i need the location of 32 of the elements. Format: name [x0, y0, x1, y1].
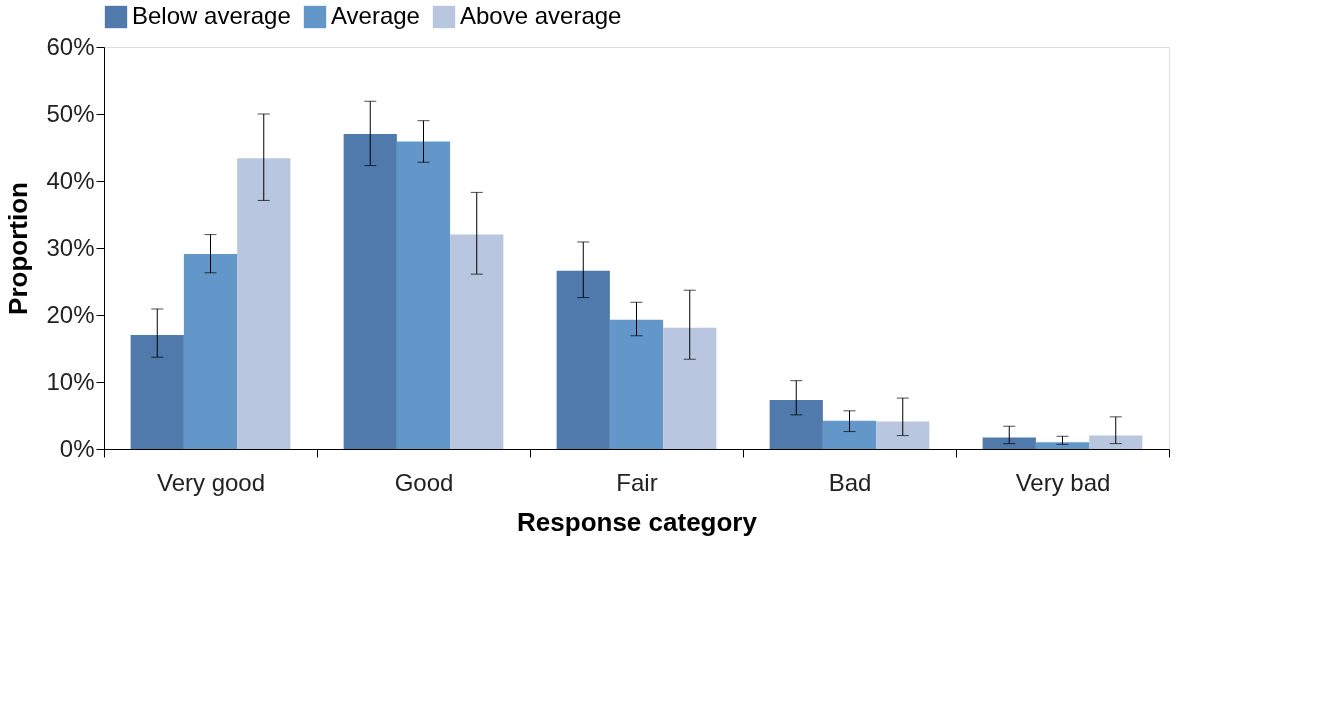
- y-tick-label: 30%: [46, 233, 95, 261]
- x-tick-label: Very bad: [1015, 468, 1111, 496]
- bar: [130, 335, 184, 449]
- x-tick-label: Bad: [828, 468, 872, 496]
- bar: [982, 437, 1036, 449]
- y-tick-label: 50%: [46, 99, 95, 127]
- y-tick-label: 10%: [46, 367, 95, 395]
- x-axis-title: Response category: [517, 506, 758, 537]
- y-tick-label: 20%: [46, 300, 95, 328]
- bar: [237, 158, 291, 449]
- y-axis-title: Proportion: [3, 182, 34, 315]
- bar: [343, 134, 397, 449]
- bar: [1035, 442, 1090, 449]
- y-tick-label: 40%: [46, 166, 95, 194]
- bar: [663, 327, 717, 449]
- y-tick-label: 0%: [59, 434, 95, 462]
- y-tick-label: 60%: [46, 32, 95, 60]
- bar: [183, 254, 238, 449]
- bar: [556, 270, 610, 449]
- bar: [876, 421, 930, 449]
- legend-label: Above average: [460, 2, 622, 29]
- legend-label: Average: [331, 2, 420, 29]
- x-tick-label: Good: [394, 468, 454, 496]
- bar: [769, 400, 823, 449]
- bar: [396, 141, 451, 449]
- x-tick-label: Fair: [616, 468, 658, 496]
- bar: [450, 234, 504, 449]
- legend-label: Below average: [132, 2, 291, 29]
- x-tick-label: Very good: [156, 468, 266, 496]
- bar: [1089, 435, 1143, 449]
- bar: [822, 420, 877, 449]
- bar: [609, 319, 664, 449]
